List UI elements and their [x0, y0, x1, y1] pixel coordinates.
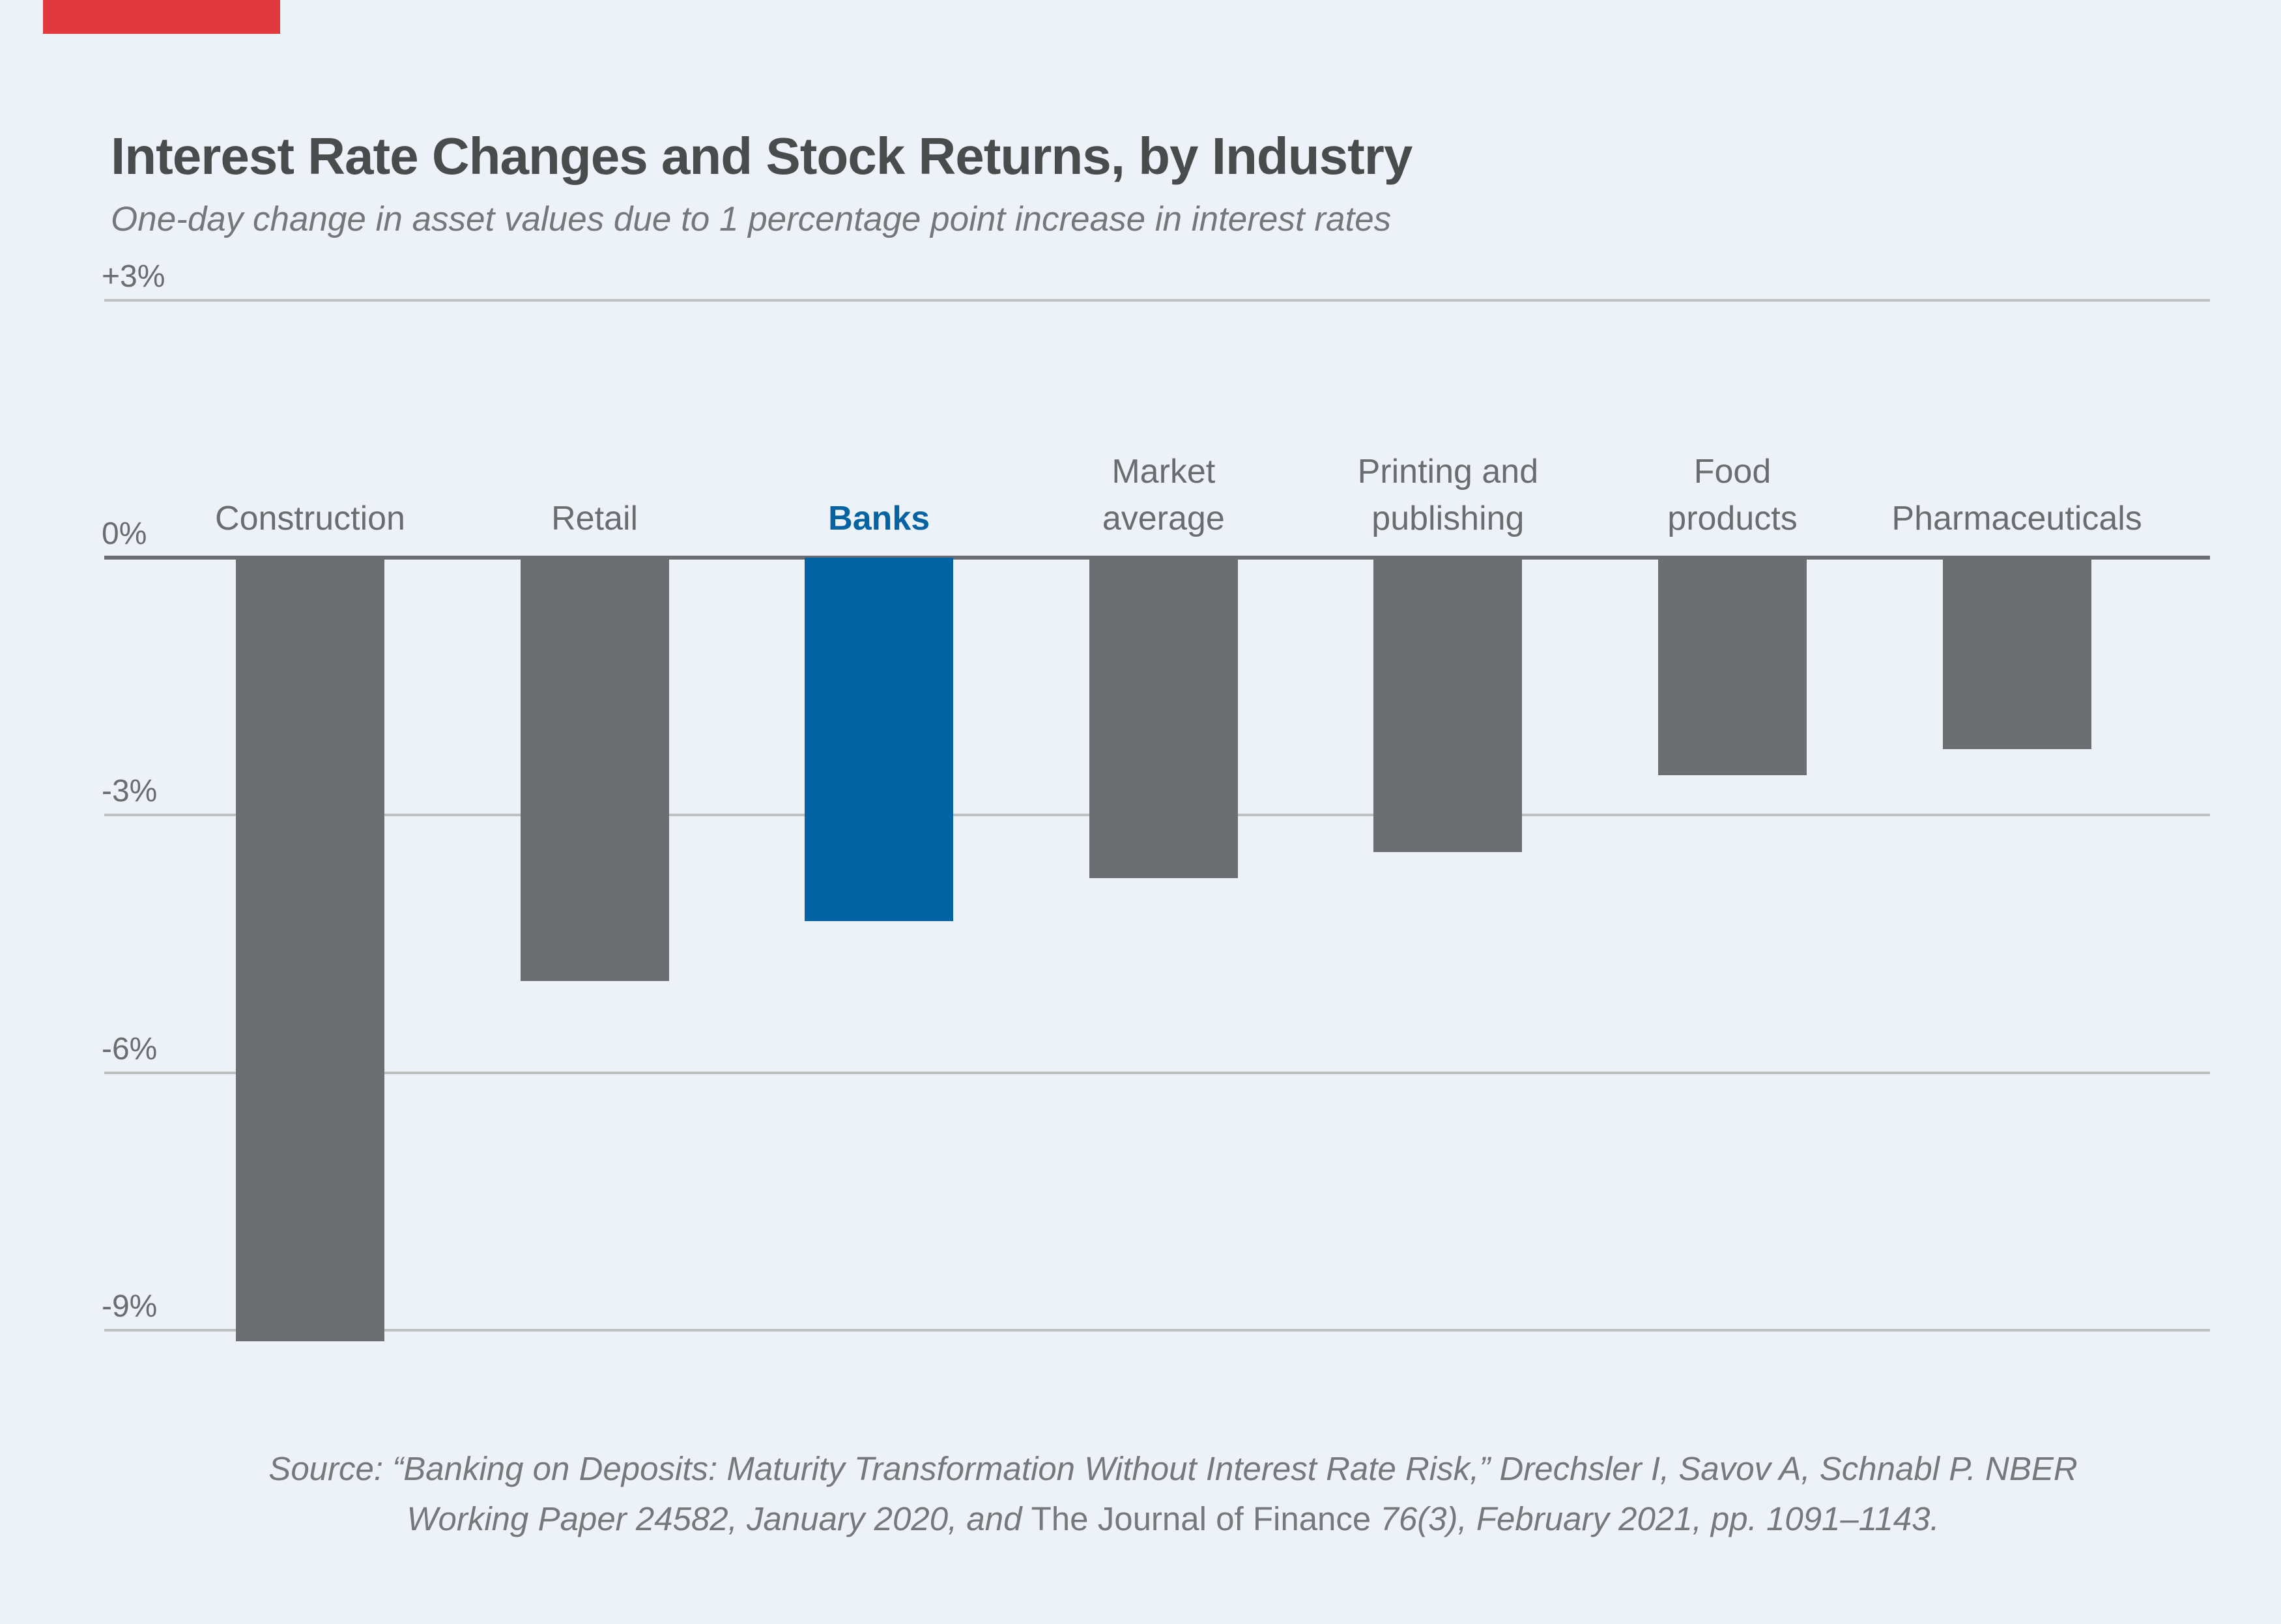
- accent-bar: [43, 0, 280, 34]
- y-axis-label--9-: -9%: [102, 1289, 158, 1324]
- category-label-market-average: Market average: [1102, 453, 1225, 537]
- bar-printing-and-publishing: [1373, 558, 1523, 853]
- bar-retail: [520, 558, 669, 981]
- y-axis-label--6-: -6%: [102, 1031, 158, 1066]
- bar-construction: [236, 558, 384, 1342]
- source-line-1: Source: “Banking on Deposits: Maturity T…: [268, 1450, 2078, 1487]
- chart-title: Interest Rate Changes and Stock Returns,…: [111, 126, 1413, 185]
- source-line-2: Working Paper 24582, January 2020, and T…: [407, 1500, 1940, 1537]
- category-label-retail: Retail: [551, 500, 638, 537]
- journal-name: The Journal of Finance: [1031, 1500, 1371, 1537]
- category-label-food-products: Food products: [1667, 453, 1798, 537]
- gridline--3-: [104, 298, 2210, 302]
- gridline--9-: [104, 1329, 2210, 1332]
- y-axis-label-0-: 0%: [102, 517, 147, 551]
- source-caption: Source: “Banking on Deposits: Maturity T…: [111, 1444, 2235, 1544]
- category-label-printing-and-publishing: Printing and publishing: [1357, 453, 1539, 537]
- y-axis-label--3-: +3%: [102, 259, 165, 294]
- category-label-construction: Construction: [215, 500, 405, 537]
- bar-food-products: [1658, 558, 1807, 775]
- chart-subtitle: One-day change in asset values due to 1 …: [111, 200, 1392, 238]
- category-label-pharmaceuticals: Pharmaceuticals: [1891, 500, 2142, 537]
- bar-market-average: [1089, 558, 1238, 878]
- bar-pharmaceuticals: [1942, 558, 2091, 749]
- bar-banks: [805, 558, 954, 921]
- y-axis-label--3-: -3%: [102, 774, 158, 809]
- gridline--6-: [104, 1071, 2210, 1074]
- category-label-banks: Banks: [828, 500, 930, 537]
